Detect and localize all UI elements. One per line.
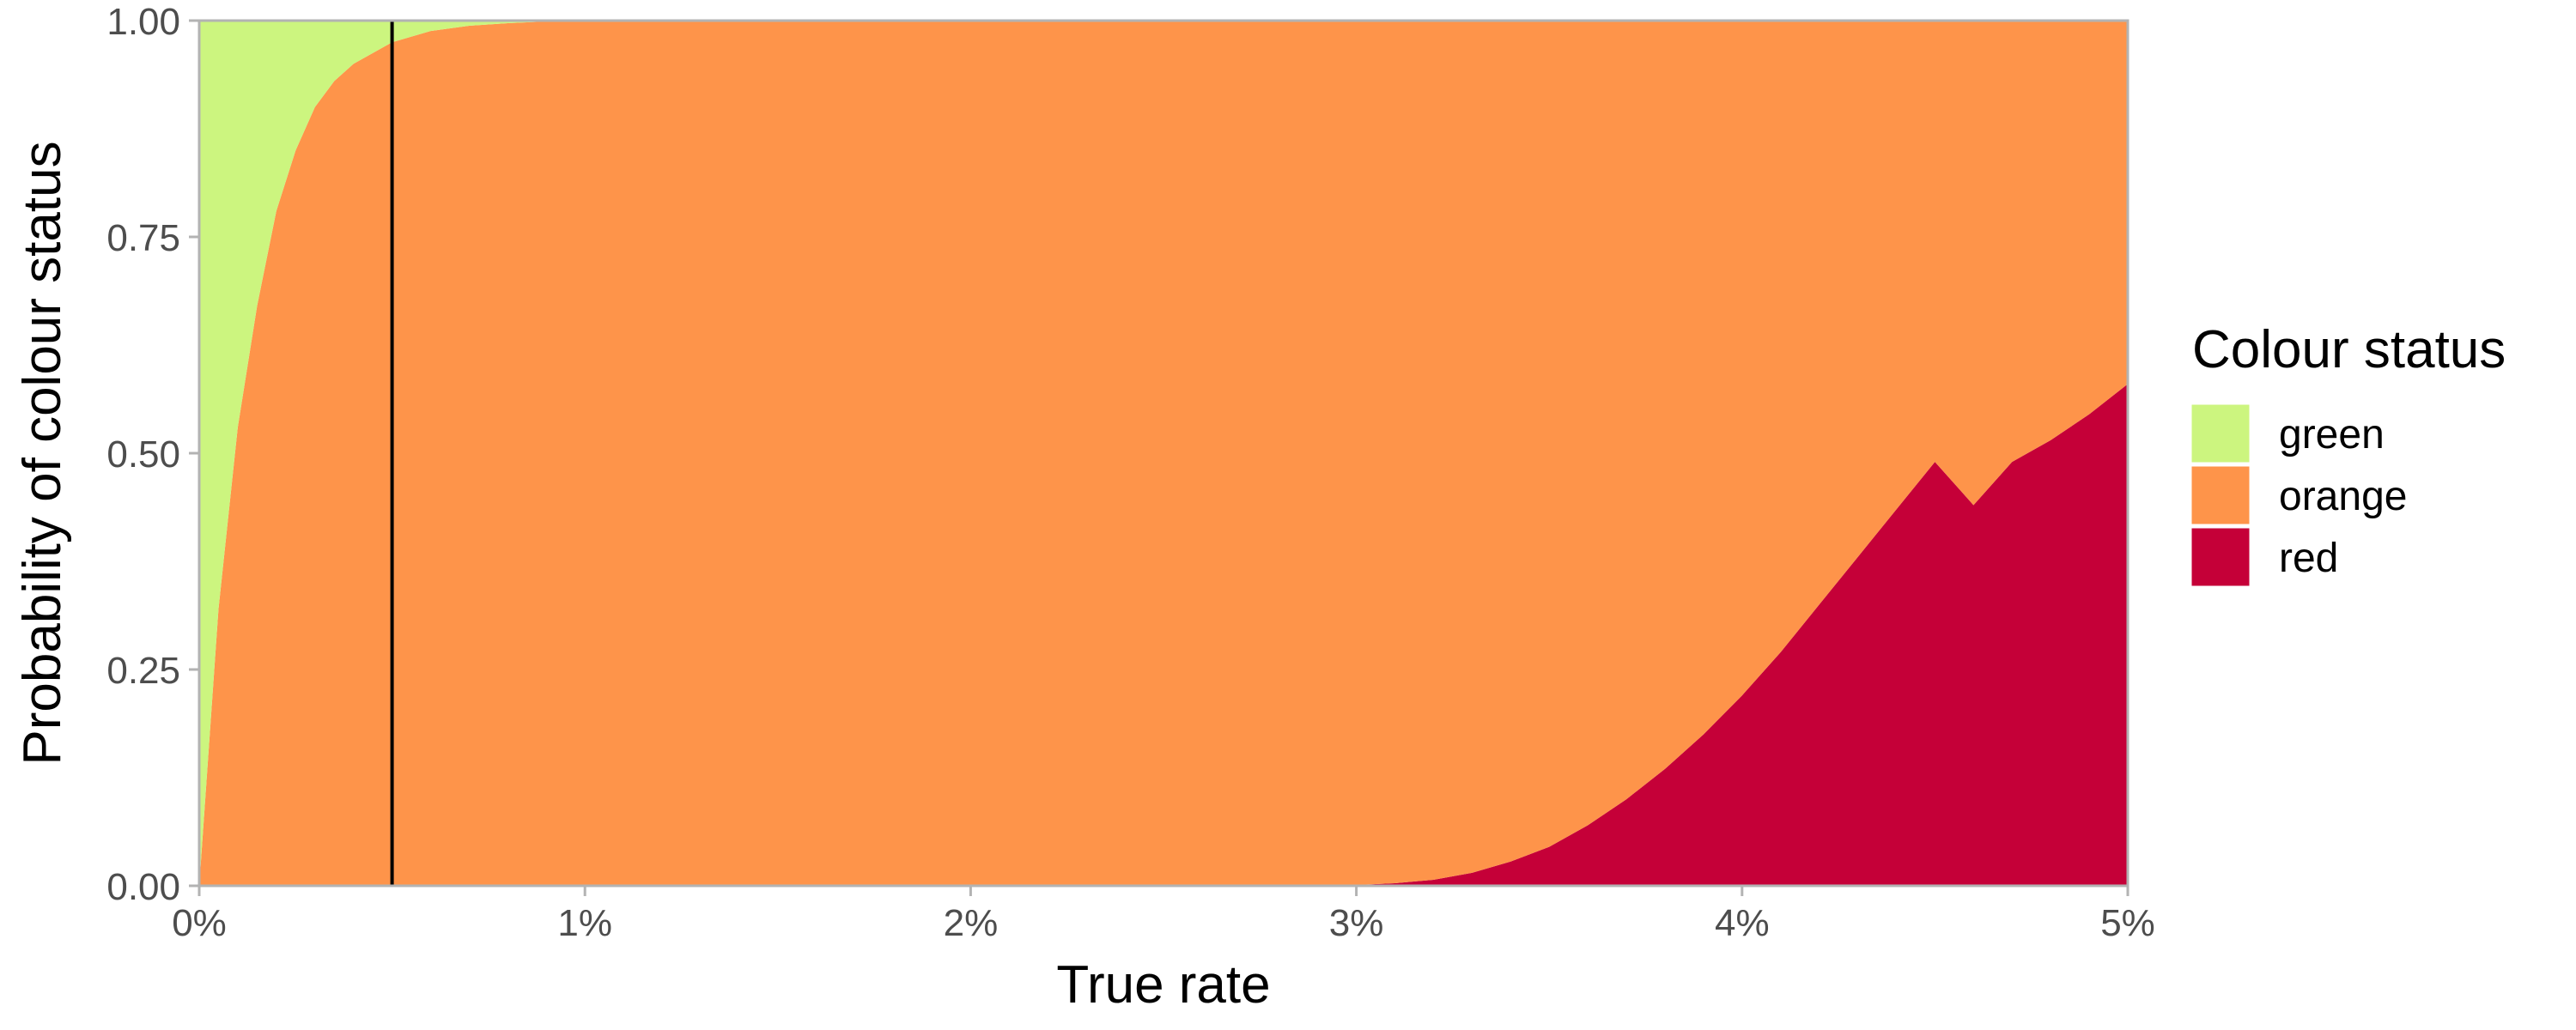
- x-tick-label: 1%: [557, 902, 612, 944]
- legend-key-red: [2189, 525, 2252, 589]
- x-axis: 0% 1% 2% 3% 4% 5%: [172, 886, 2155, 944]
- y-tick-label: 0.75: [106, 217, 180, 259]
- y-tick-label: 1.00: [106, 1, 180, 43]
- y-tick-label: 0.50: [106, 433, 180, 476]
- area-red: [199, 384, 2128, 886]
- legend-key-green: [2189, 402, 2252, 465]
- x-tick-label: 3%: [1329, 902, 1384, 944]
- legend-label-orange: orange: [2279, 474, 2407, 519]
- x-tick-label: 2%: [944, 902, 999, 944]
- x-tick-label: 5%: [2100, 902, 2155, 944]
- legend-title: Colour status: [2192, 320, 2506, 379]
- legend-label-red: red: [2279, 536, 2338, 581]
- y-axis-title: Probability of colour status: [13, 141, 72, 765]
- legend-entries: green orange red: [2189, 402, 2407, 589]
- x-tick-label: 0%: [172, 902, 227, 944]
- legend-key-orange: [2189, 464, 2252, 527]
- area-orange: [199, 21, 2128, 886]
- x-axis-title: True rate: [1056, 955, 1270, 1015]
- legend: Colour status green orange red: [2189, 320, 2506, 589]
- x-tick-label: 4%: [1715, 902, 1770, 944]
- y-axis: 0.00 0.25 0.50 0.75 1.00: [106, 1, 199, 908]
- stacked-areas: [199, 21, 2128, 886]
- y-tick-label: 0.00: [106, 866, 180, 908]
- y-tick-label: 0.25: [106, 650, 180, 692]
- legend-label-green: green: [2279, 412, 2385, 457]
